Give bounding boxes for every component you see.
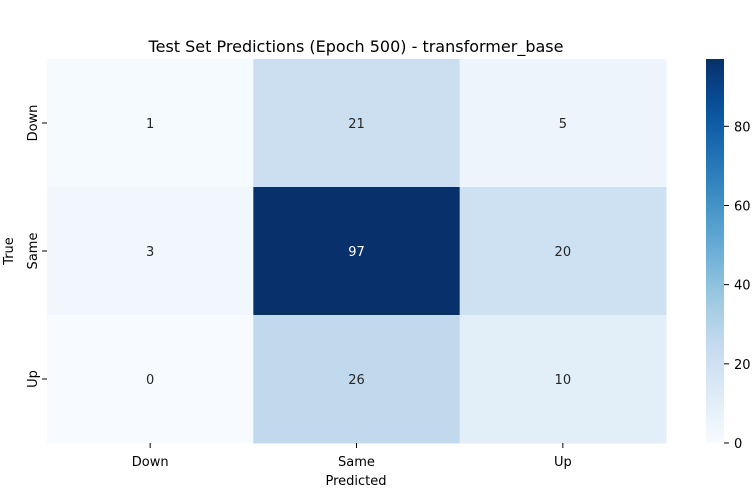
x-axis: Down Same Up	[132, 443, 572, 470]
cell-value-label: 0	[146, 373, 154, 388]
colorbar-tick-label: 20	[734, 358, 751, 373]
cell-value-label: 21	[348, 117, 365, 132]
heatmap-cell	[47, 59, 254, 188]
heatmap-cell	[47, 187, 254, 316]
x-tick-label: Up	[554, 455, 572, 470]
cell-value-label: 97	[348, 245, 365, 260]
heatmap-cell	[253, 187, 461, 316]
colorbar	[706, 59, 724, 443]
y-tick-label: Down	[26, 105, 41, 142]
cell-value-label: 20	[555, 245, 572, 260]
colorbar-tick-label: 80	[734, 120, 751, 135]
cell-value-label: 5	[559, 117, 567, 132]
heatmap-cell	[459, 59, 667, 188]
heatmap-cell	[253, 315, 461, 444]
colorbar-tick-label: 60	[734, 199, 751, 214]
colorbar-tick-label: 0	[734, 437, 742, 452]
x-tick-label: Same	[338, 455, 375, 470]
cell-value-label: 10	[555, 373, 572, 388]
heatmap-cell	[47, 315, 254, 444]
colorbar-ticks: 0 20 40 60 80	[724, 120, 751, 452]
heatmap-cell	[459, 187, 667, 316]
colorbar-tick-label: 40	[734, 279, 751, 294]
heatmap-cell-labels: 1 21 5 3 97 20 0 26 10	[146, 117, 571, 388]
y-tick-label: Up	[26, 370, 41, 388]
cell-value-label: 1	[146, 117, 154, 132]
y-axis-label: True	[2, 237, 17, 266]
x-axis-label: Predicted	[325, 474, 386, 489]
heatmap-cells	[47, 59, 667, 444]
chart-title: Test Set Predictions (Epoch 500) - trans…	[148, 37, 564, 57]
cell-value-label: 26	[348, 373, 365, 388]
heatmap-cell	[253, 59, 461, 188]
y-axis: Down Same Up	[26, 105, 47, 388]
y-tick-label: Same	[26, 233, 41, 270]
cell-value-label: 3	[146, 245, 154, 260]
heatmap-cell	[459, 315, 667, 444]
x-tick-label: Down	[132, 455, 169, 470]
